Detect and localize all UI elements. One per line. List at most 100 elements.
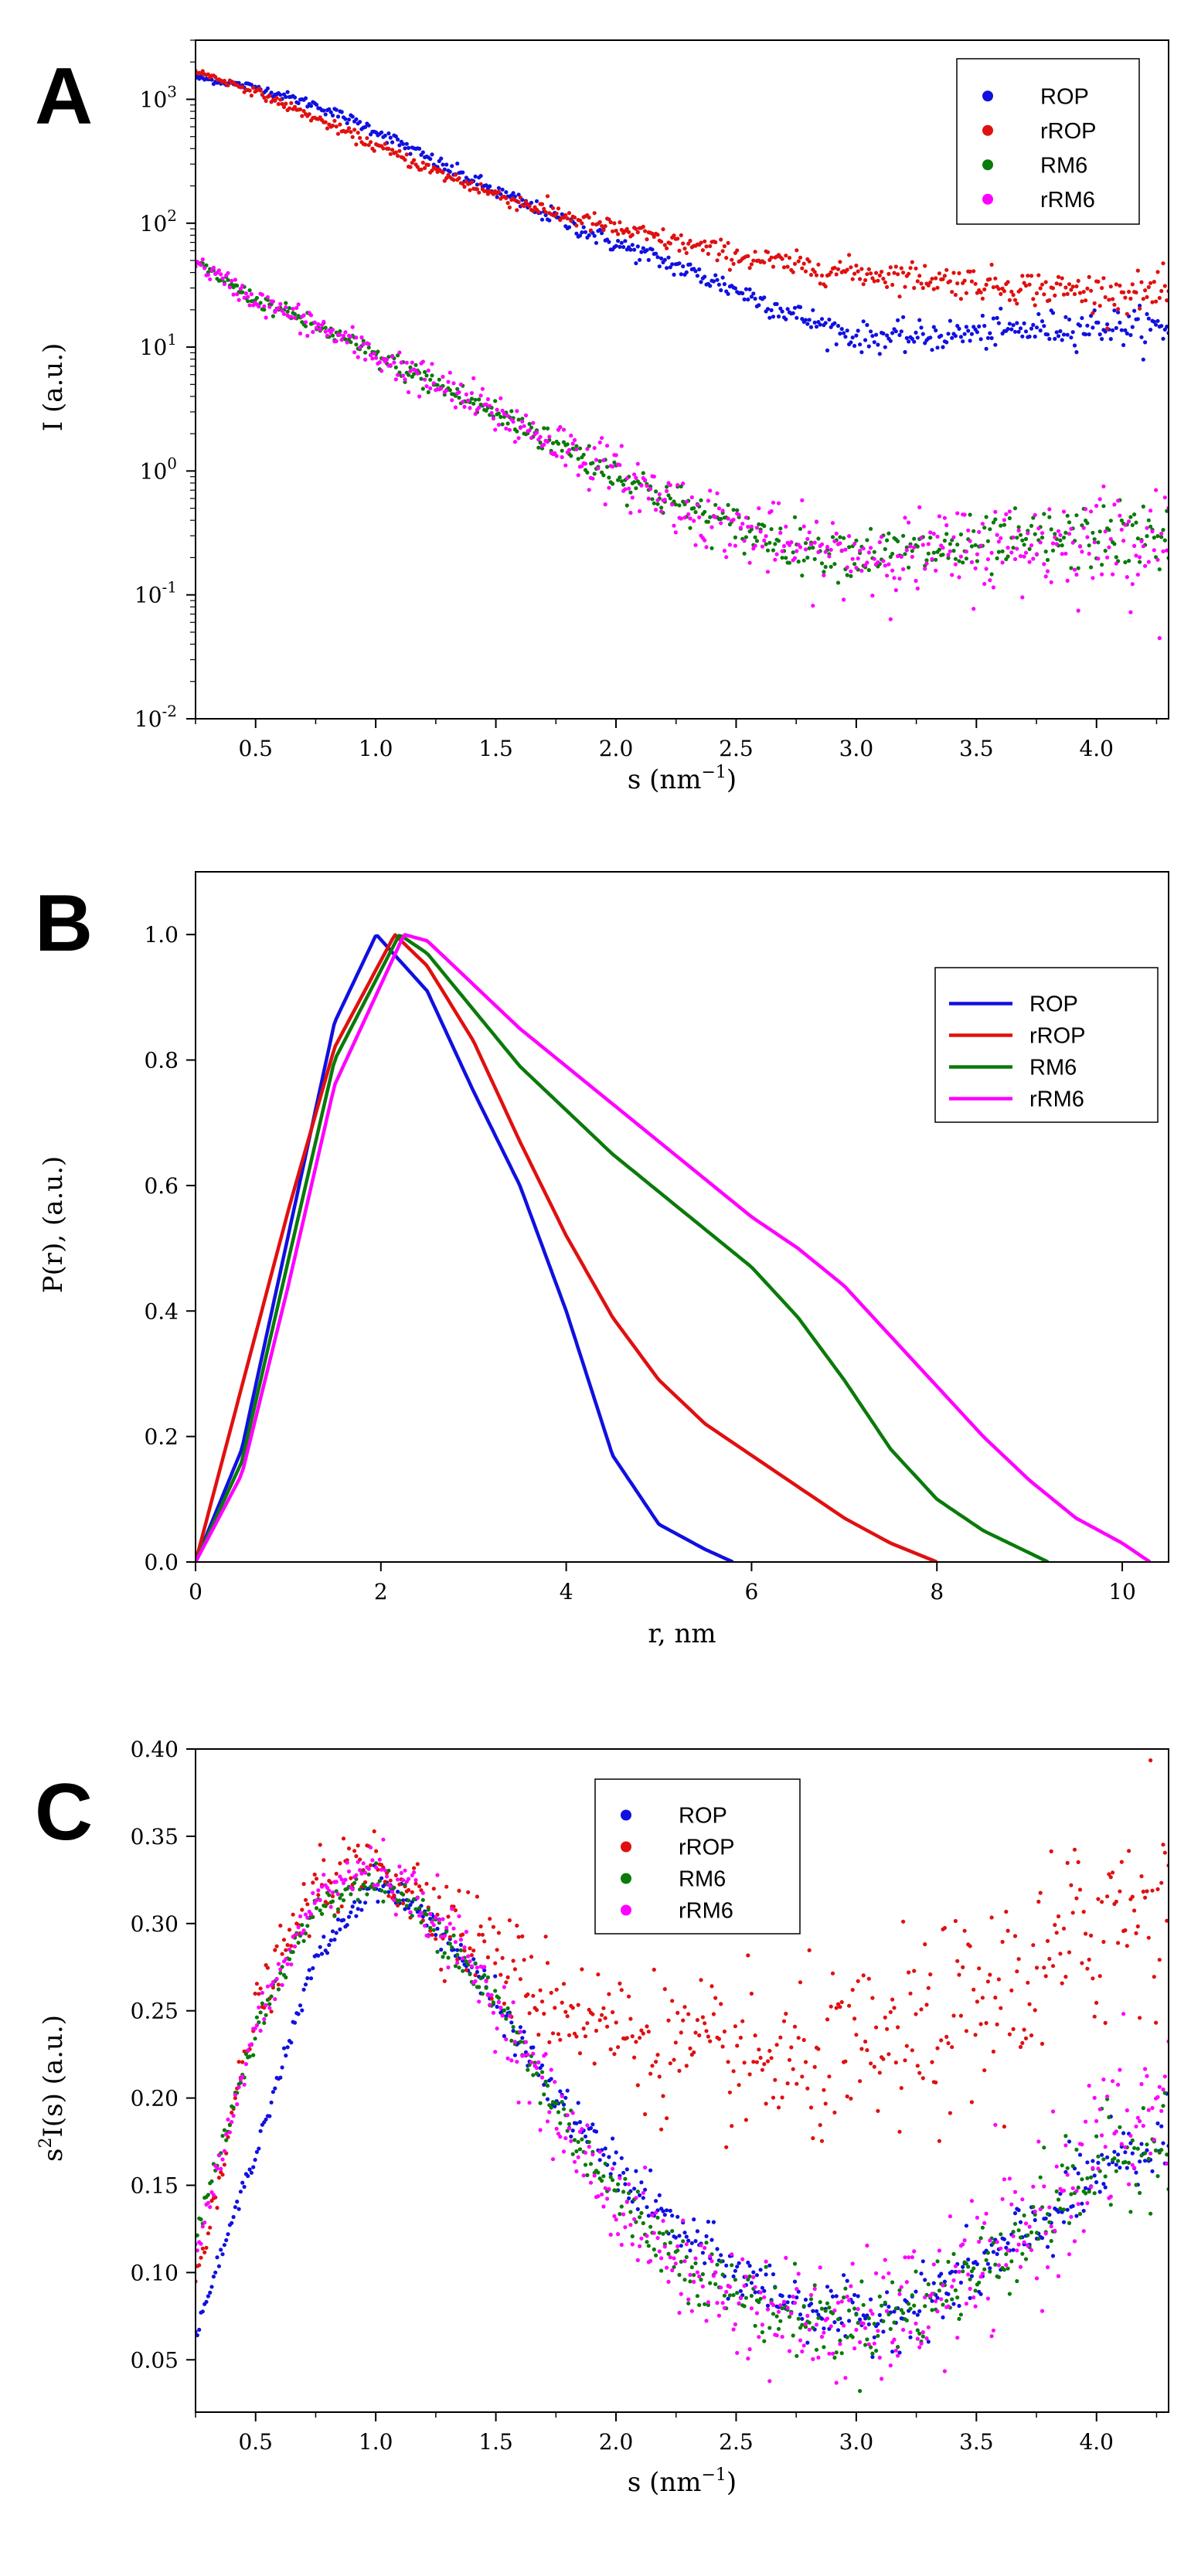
data-point-rrm6 — [771, 2302, 776, 2307]
data-point-rrm6 — [567, 447, 572, 452]
data-point-rrop — [624, 2036, 629, 2040]
data-point-rop — [852, 343, 857, 349]
data-point-rrm6 — [1085, 2200, 1090, 2206]
data-point-rm6 — [847, 2308, 852, 2313]
data-point-rrm6 — [298, 1914, 303, 1919]
data-point-rrop — [554, 1987, 559, 1992]
data-point-rrm6 — [978, 2275, 983, 2279]
data-point-rrm6 — [920, 543, 925, 547]
data-point-rm6 — [601, 2174, 606, 2179]
data-point-rrm6 — [511, 420, 516, 424]
data-point-rrm6 — [708, 2254, 713, 2258]
data-point-rop — [1121, 2131, 1126, 2135]
data-point-rm6 — [673, 502, 678, 507]
data-point-rop — [893, 329, 898, 334]
data-point-rop — [1138, 2159, 1142, 2164]
data-point-rop — [247, 2167, 252, 2172]
data-point-rrm6 — [975, 552, 979, 556]
data-point-rm6 — [1119, 518, 1124, 522]
data-point-rop — [1094, 2180, 1099, 2185]
legend-label-rrop: rROP — [679, 1836, 735, 1860]
data-point-rrm6 — [412, 1870, 417, 1875]
data-point-rop — [850, 335, 855, 340]
data-point-rrop — [1076, 1860, 1080, 1864]
data-point-rrm6 — [872, 556, 876, 561]
data-point-rop — [597, 227, 602, 232]
data-point-rrop — [697, 2033, 702, 2038]
data-point-rrm6 — [230, 2120, 234, 2125]
data-point-rm6 — [531, 2073, 536, 2077]
data-point-rrop — [1155, 270, 1160, 274]
data-point-rm6 — [196, 2233, 199, 2237]
data-point-rm6 — [1123, 2159, 1128, 2164]
data-point-rrm6 — [803, 2322, 808, 2326]
data-point-rrop — [208, 2225, 213, 2230]
data-point-rop — [666, 255, 671, 260]
data-point-rrop — [950, 2045, 955, 2050]
data-point-rrop — [222, 2163, 226, 2167]
data-point-rm6 — [1108, 2203, 1113, 2207]
data-point-rrop — [888, 265, 893, 270]
data-point-rrm6 — [972, 2295, 976, 2300]
data-point-rop — [991, 2250, 995, 2254]
data-point-rop — [388, 135, 393, 140]
data-point-rop — [920, 332, 925, 336]
data-point-rrop — [937, 271, 941, 276]
data-point-rrop — [1148, 1758, 1153, 1763]
data-point-rop — [1040, 319, 1045, 324]
data-point-rop — [1155, 318, 1160, 323]
data-point-rop — [861, 319, 866, 324]
data-point-rrm6 — [757, 2335, 761, 2339]
data-point-rrm6 — [1096, 2166, 1101, 2171]
data-point-rrm6 — [805, 2313, 810, 2318]
data-point-rop — [1045, 332, 1050, 337]
data-point-rm6 — [1096, 2154, 1101, 2159]
data-point-rop — [504, 190, 509, 195]
data-point-rrop — [819, 2139, 825, 2143]
data-point-rm6 — [731, 508, 736, 512]
data-point-rrop — [522, 1958, 526, 1962]
data-point-rm6 — [583, 2163, 588, 2167]
data-point-rrop — [1132, 1908, 1137, 1913]
data-point-rrm6 — [982, 581, 987, 587]
data-point-rrm6 — [1087, 2084, 1091, 2088]
data-point-rrm6 — [370, 356, 375, 361]
data-point-rop — [886, 2305, 891, 2309]
data-point-rrm6 — [985, 2296, 990, 2301]
data-point-rrm6 — [818, 2265, 822, 2270]
data-point-rrop — [964, 291, 968, 295]
data-point-rrm6 — [935, 2309, 940, 2314]
data-point-rrop — [619, 1988, 624, 1992]
data-point-rrm6 — [886, 562, 891, 567]
data-point-rrop — [601, 228, 606, 233]
data-point-rrm6 — [1067, 2252, 1072, 2257]
data-point-rrm6 — [1143, 563, 1148, 568]
data-point-rm6 — [491, 2000, 496, 2005]
data-point-rrop — [924, 2003, 929, 2007]
data-point-rm6 — [419, 1920, 424, 1924]
data-point-rrm6 — [951, 535, 956, 539]
data-point-rop — [565, 2088, 570, 2093]
data-point-rrop — [823, 2101, 828, 2106]
data-point-rrop — [778, 2035, 783, 2040]
data-point-rrm6 — [495, 2026, 499, 2031]
data-point-rop — [358, 120, 362, 124]
data-point-rrop — [765, 250, 771, 254]
data-point-rop — [662, 2213, 667, 2217]
data-point-rm6 — [835, 2317, 841, 2322]
data-point-rrop — [307, 1934, 311, 1938]
data-point-rm6 — [560, 2100, 564, 2105]
data-point-rm6 — [946, 556, 951, 560]
data-point-rop — [1092, 2173, 1097, 2178]
data-point-rrm6 — [697, 515, 702, 520]
data-point-rop — [1029, 326, 1034, 331]
data-point-rrm6 — [722, 549, 727, 553]
data-point-rrm6 — [423, 1924, 427, 1928]
data-point-rrop — [444, 1884, 449, 1889]
data-point-rm6 — [1154, 2148, 1159, 2153]
data-point-rm6 — [907, 2302, 911, 2306]
data-point-rrop — [560, 2000, 564, 2005]
data-point-rrm6 — [208, 2205, 213, 2210]
data-point-rrm6 — [784, 2255, 788, 2260]
x-tick-label: 2.5 — [719, 736, 754, 761]
